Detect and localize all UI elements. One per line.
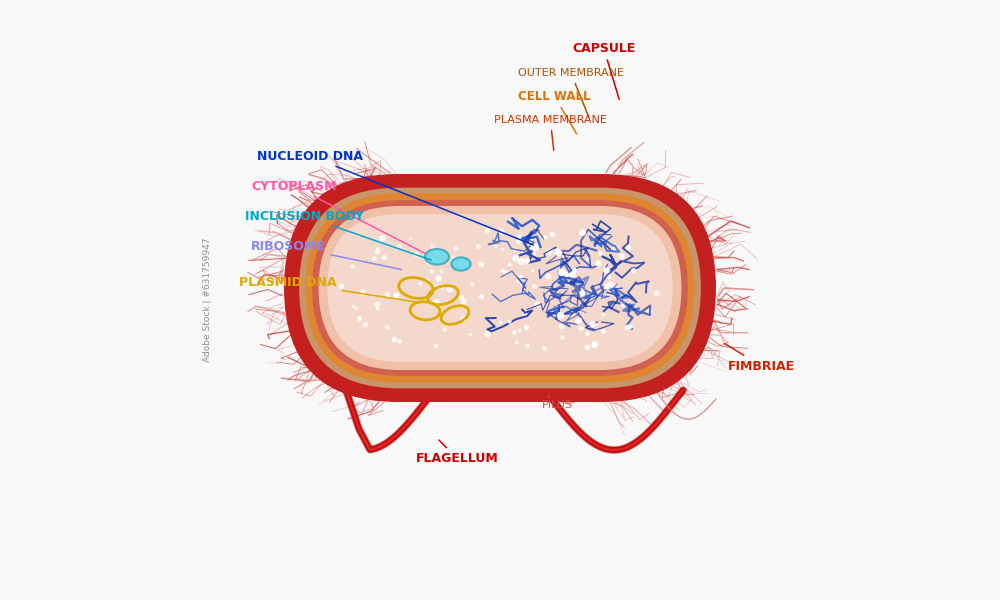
Text: Adobe Stock | #631759947: Adobe Stock | #631759947 [203, 238, 212, 362]
Text: PILUS: PILUS [542, 396, 573, 410]
Text: CELL WALL: CELL WALL [518, 89, 590, 134]
FancyBboxPatch shape [306, 193, 694, 383]
Text: PLASMID DNA: PLASMID DNA [239, 275, 419, 302]
Text: INCLUSION BODY: INCLUSION BODY [245, 209, 431, 260]
Ellipse shape [451, 257, 471, 271]
Text: PLASMA MEMBRANE: PLASMA MEMBRANE [494, 115, 607, 150]
FancyBboxPatch shape [327, 214, 673, 362]
Text: RIBOSOME: RIBOSOME [251, 239, 401, 269]
Text: OUTER MEMBRANE: OUTER MEMBRANE [518, 68, 624, 118]
FancyBboxPatch shape [284, 174, 716, 402]
FancyBboxPatch shape [299, 188, 701, 388]
Text: NUCLEOID DNA: NUCLEOID DNA [257, 149, 533, 245]
Text: CYTOPLASM: CYTOPLASM [251, 179, 426, 254]
Text: CAPSULE: CAPSULE [572, 41, 635, 100]
FancyBboxPatch shape [312, 200, 688, 376]
Ellipse shape [425, 249, 449, 265]
Text: FLAGELLUM: FLAGELLUM [416, 440, 499, 466]
Text: FIMBRIAE: FIMBRIAE [724, 343, 795, 373]
FancyBboxPatch shape [319, 206, 681, 370]
